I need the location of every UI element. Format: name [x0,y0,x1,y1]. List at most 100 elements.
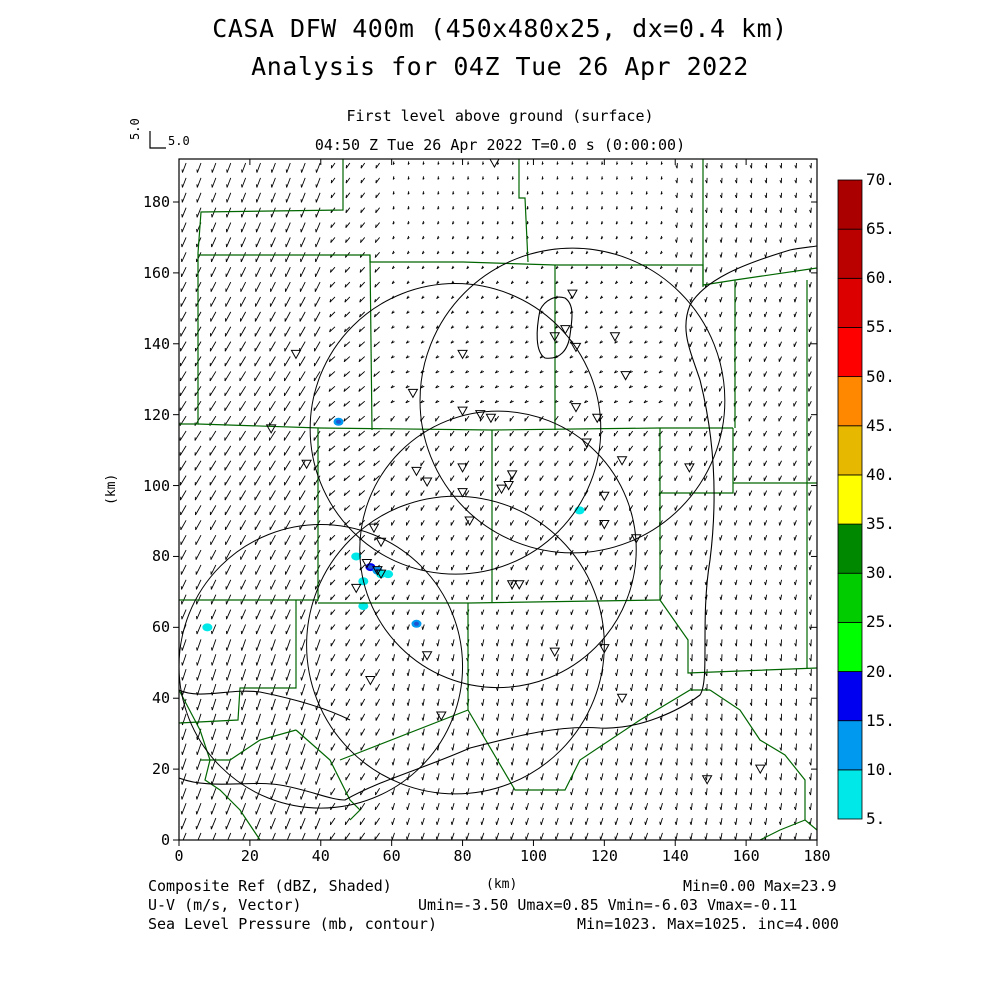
wind-vector [556,220,559,225]
wind-vector [451,235,455,240]
wind-vector [314,802,321,815]
wind-vector [689,803,693,811]
wind-vector [373,356,380,363]
wind-vector [479,475,485,482]
wind-vector [181,162,187,173]
wind-vector [540,624,544,630]
wind-vector [585,788,589,796]
station-marker [301,459,312,470]
wind-vector [674,594,678,601]
wind-vector [391,654,395,662]
wind-vector [269,311,276,322]
wind-vector [254,475,261,486]
wind-vector [196,743,202,755]
wind-vector [733,460,738,467]
wind-vector [481,235,485,240]
wind-vector [734,832,738,840]
wind-vector [210,609,217,620]
wind-vector [285,177,291,188]
wind-vector [391,609,395,615]
wind-vector [778,817,782,825]
wind-vector [390,370,395,374]
wind-vector [659,713,663,721]
wind-vector [659,325,663,329]
wind-vector [181,207,187,218]
wind-vector [196,639,202,651]
wind-vector [480,490,485,496]
wind-vector [675,222,678,228]
wind-vector [360,698,366,706]
wind-vector [719,267,723,273]
wind-vector [644,698,649,706]
footer-pressure-range: Min=1023. Max=1025. inc=4.000 [577,915,839,933]
wind-vector [405,430,410,437]
wind-vector [614,832,619,840]
wind-vector [467,161,470,165]
wind-vector [344,817,351,826]
wind-vector [314,520,321,531]
wind-vector [467,206,470,210]
wind-vector [436,594,440,601]
wind-vector [180,579,187,590]
wind-vector [526,220,529,225]
wind-vector [541,206,544,210]
wind-vector [808,564,812,571]
wind-vector [209,430,217,441]
wind-vector [748,430,753,437]
wind-vector [540,325,544,329]
wind-vector [644,743,649,751]
wind-vector [599,310,604,314]
wind-vector [330,237,336,243]
wind-vector [240,743,247,755]
wind-vector [525,549,529,556]
wind-vector [809,222,812,228]
wind-vector [269,475,276,486]
wind-vector [271,832,276,840]
wind-vector [540,758,544,766]
wind-vector [180,341,187,352]
wind-vector [465,399,470,404]
wind-vector [569,505,574,511]
wind-vector [540,534,544,541]
wind-vector [748,445,753,452]
wind-vector [299,490,306,501]
wind-vector [437,191,440,195]
wind-vector [328,475,336,482]
wind-vector [763,520,768,526]
x-tick-label: 160 [732,847,760,865]
wind-vector [749,267,753,273]
wind-vector [675,654,678,662]
wind-vector [793,564,797,571]
wind-vector [554,430,559,437]
wind-vector [600,698,604,706]
wind-vector [794,669,797,677]
wind-vector [525,743,529,751]
wind-vector [358,445,366,452]
wind-vector [315,683,321,696]
wind-vector [345,162,351,169]
wind-vector [628,460,634,467]
wind-vector [224,430,232,441]
wind-vector [496,698,500,706]
colorbar [837,179,863,820]
wind-vector [330,222,336,229]
wind-vector [420,385,425,389]
wind-vector [496,206,500,210]
wind-vector [569,445,574,452]
wind-vector [510,817,515,825]
wind-vector [343,445,351,452]
wind-vector [540,788,544,796]
station-marker [616,456,628,466]
county-line [295,729,361,821]
wind-vector [390,505,395,511]
wind-vector [718,386,723,392]
wind-vector [299,520,306,531]
wind-vector [391,803,395,811]
wind-vector [764,803,768,811]
wind-vector [570,235,574,240]
colorbar-label: 55. [866,317,895,337]
wind-vector [225,549,232,560]
wind-vector [719,684,723,692]
wind-vector [763,490,768,496]
